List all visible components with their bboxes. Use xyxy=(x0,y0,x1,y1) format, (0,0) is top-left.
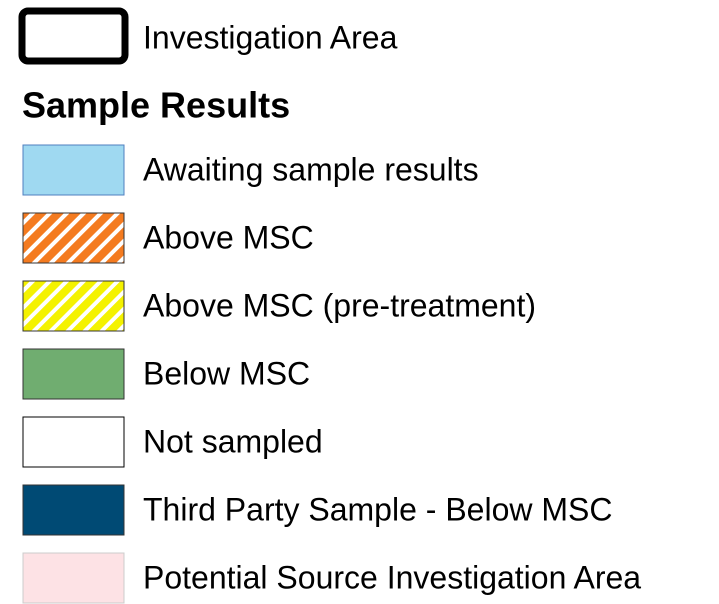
legend-label: Below MSC xyxy=(143,355,310,391)
legend-swatch xyxy=(22,416,125,468)
legend-label: Above MSC xyxy=(143,219,314,255)
investigation-area-swatch xyxy=(18,7,129,65)
legend-swatch xyxy=(22,484,125,536)
legend-label: Third Party Sample - Below MSC xyxy=(143,491,612,527)
legend-label: Awaiting sample results xyxy=(143,151,479,187)
legend-label: Potential Source Investigation Area xyxy=(143,559,641,595)
legend-swatch xyxy=(22,280,125,332)
legend-swatch xyxy=(22,348,125,400)
legend-swatch xyxy=(22,212,125,264)
legend-label: Not sampled xyxy=(143,423,323,459)
legend-swatch xyxy=(22,144,125,196)
legend-label: Above MSC (pre-treatment) xyxy=(143,287,536,323)
legend-title: Sample Results xyxy=(22,85,290,126)
investigation-area-label: Investigation Area xyxy=(143,19,398,55)
legend-swatch xyxy=(22,552,125,604)
